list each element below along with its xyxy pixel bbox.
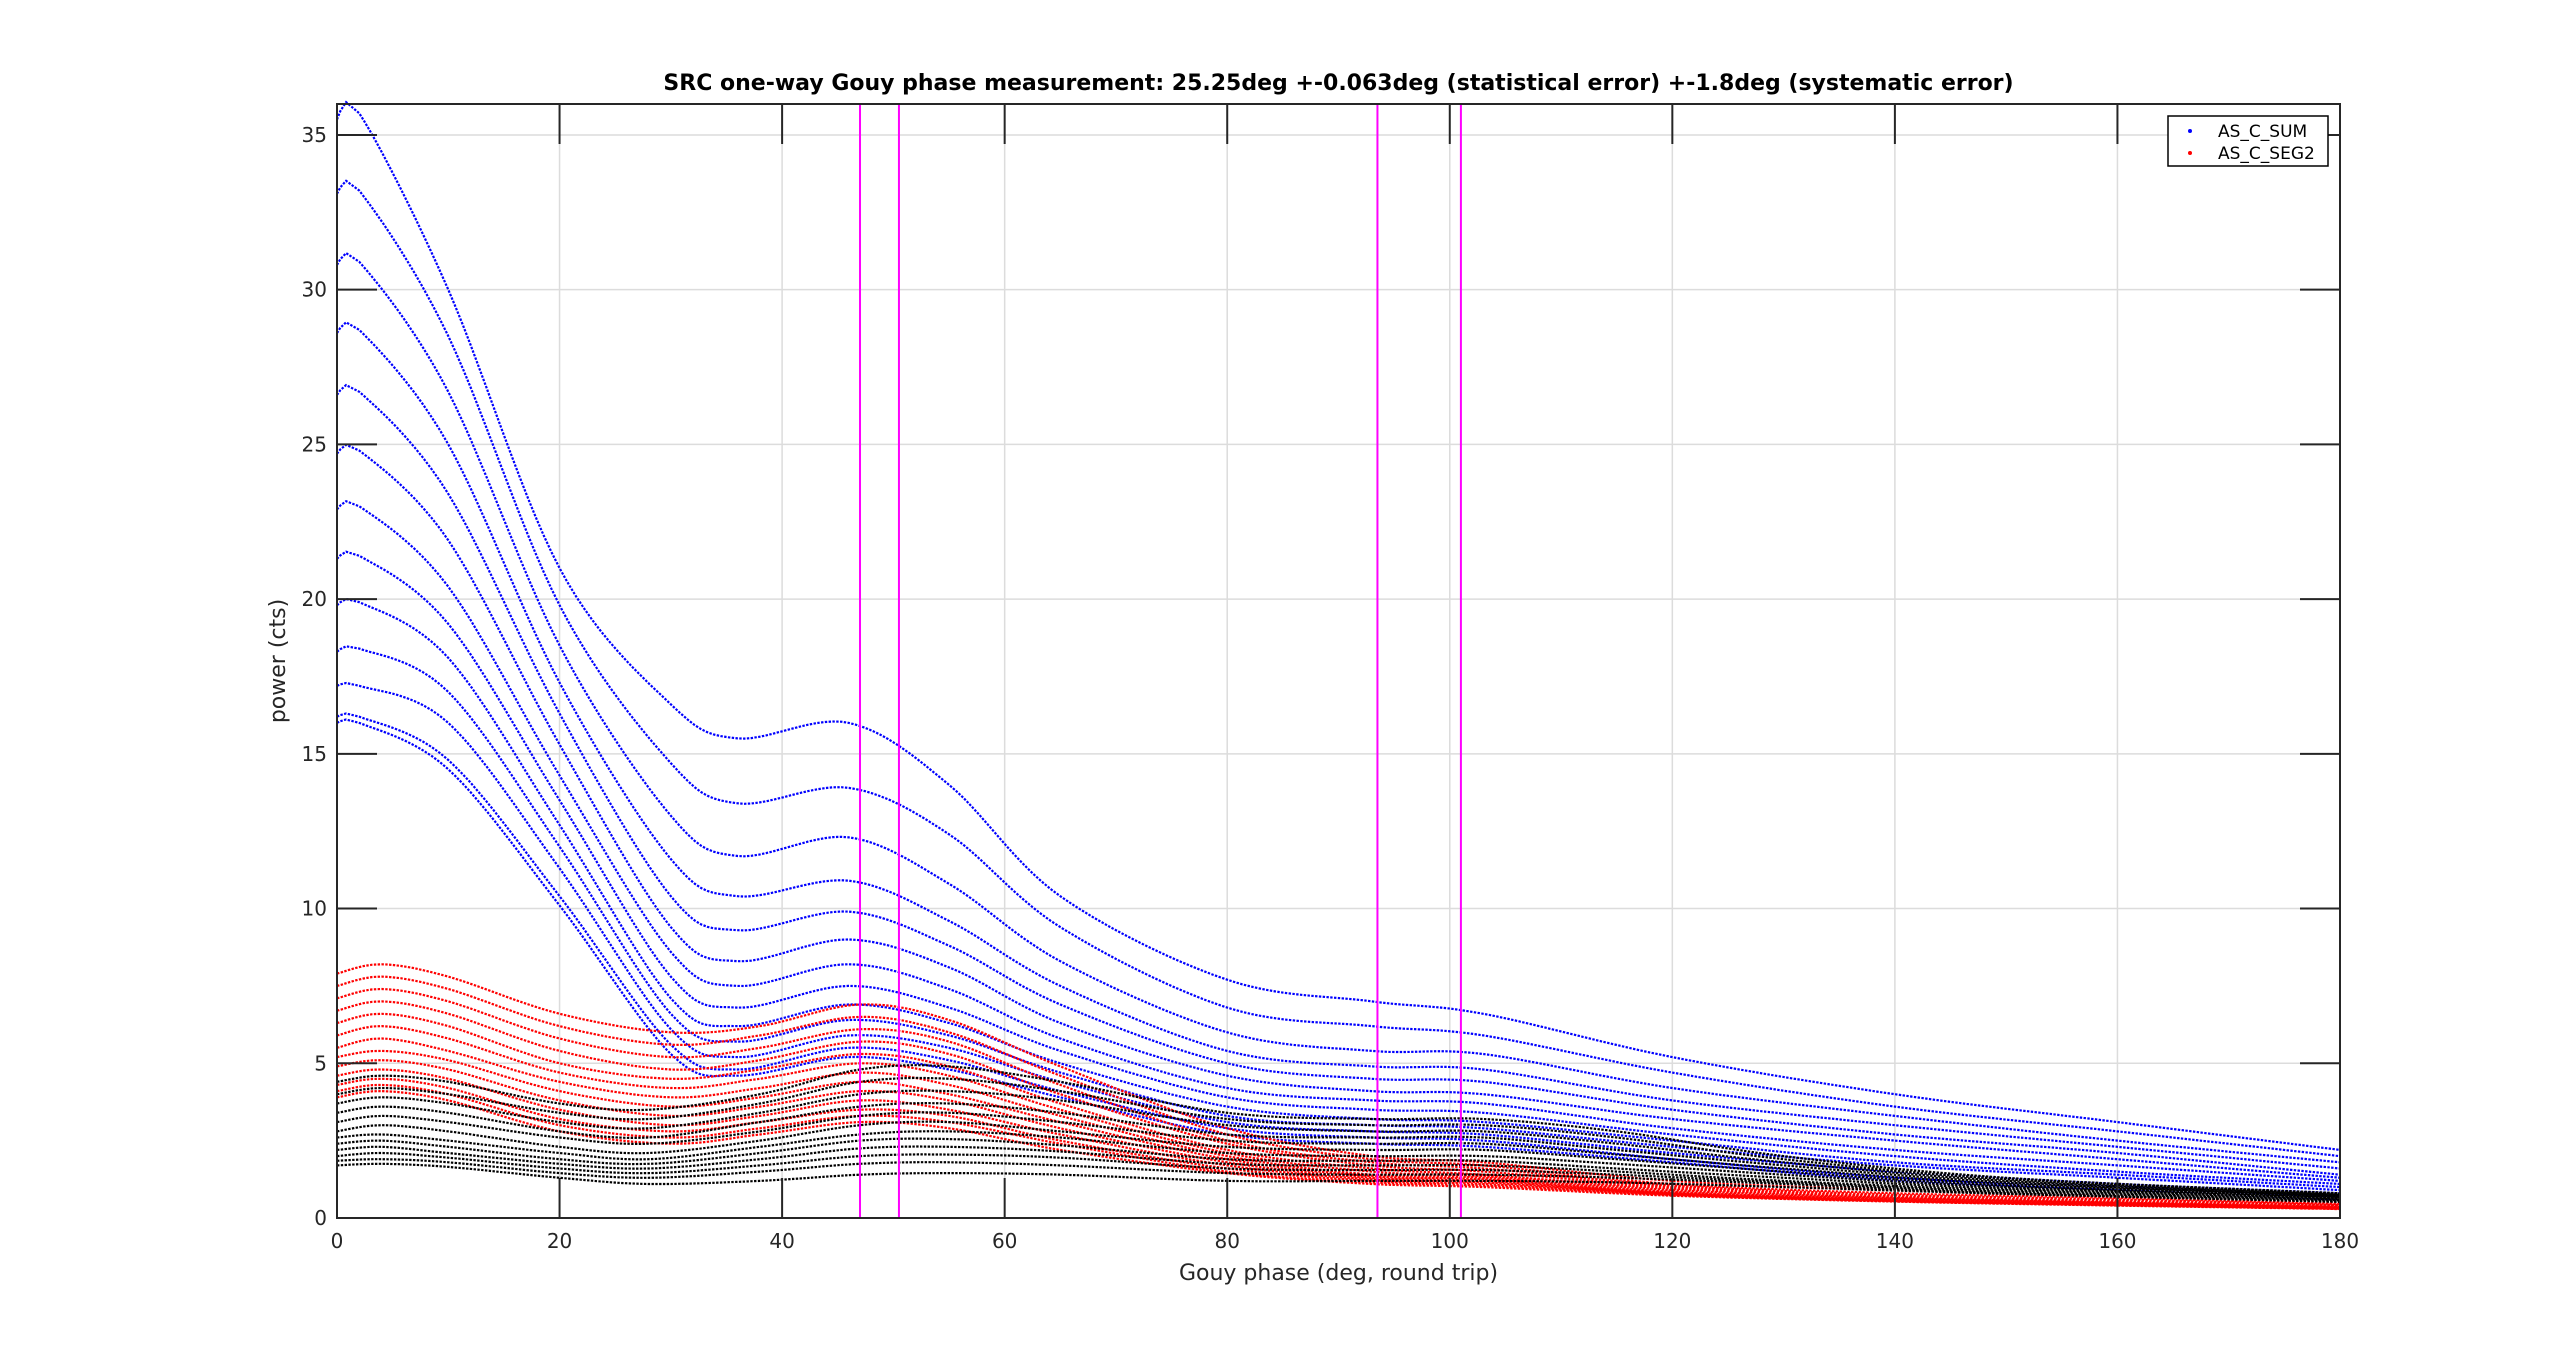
curve-as-c-seg2-0 <box>336 963 2341 1204</box>
curve-reference-11 <box>336 1162 2341 1203</box>
curve-reference-6 <box>336 1130 2341 1199</box>
x-tick-label: 140 <box>1876 1229 1914 1253</box>
y-tick-label: 35 <box>302 123 327 147</box>
curve-as-c-seg2-2 <box>336 987 2341 1207</box>
series-family-as-c-sum <box>335 100 2341 1201</box>
x-tick-label: 20 <box>547 1229 572 1253</box>
axes: 0 20 40 60 80 100 120 140 160 180 0 5 10 15 20 25 30 35 <box>302 103 2359 1253</box>
x-tick-label: 100 <box>1431 1229 1469 1253</box>
curve-as-c-seg2-7 <box>336 1049 2341 1209</box>
curve-reference-4 <box>336 1111 2341 1198</box>
curve-as-c-sum-3 <box>336 320 2341 1170</box>
legend-marker-as-c-sum <box>2188 129 2192 133</box>
curve-reference-1 <box>336 1076 2341 1195</box>
x-tick-label: 120 <box>1653 1229 1691 1253</box>
curve-as-c-sum-0 <box>335 100 2341 1151</box>
axes-box <box>336 103 2341 1219</box>
data-series <box>335 100 2341 1211</box>
curve-reference-10 <box>336 1158 2341 1203</box>
curve-as-c-seg2-5 <box>336 1024 2341 1208</box>
curve-as-c-sum-8 <box>336 597 2341 1189</box>
y-axis-label: power (cts) <box>266 599 291 723</box>
legend-label-as-c-seg2: AS_C_SEG2 <box>2218 144 2315 164</box>
curve-reference-2 <box>336 1089 2341 1196</box>
x-axis-label: Gouy phase (deg, round trip) <box>1179 1261 1498 1286</box>
x-tick-label: 60 <box>992 1229 1017 1253</box>
curve-as-c-sum-1 <box>336 179 2341 1158</box>
legend-entry-as-c-sum: AS_C_SUM <box>2188 122 2307 142</box>
x-tick-label: 180 <box>2321 1229 2359 1253</box>
vertical-markers <box>859 104 1462 1218</box>
y-tick-label: 15 <box>302 742 327 766</box>
curve-reference-8 <box>336 1145 2341 1201</box>
y-tick-label: 5 <box>314 1051 327 1075</box>
y-tick-label: 10 <box>302 897 327 921</box>
curve-as-c-sum-2 <box>336 251 2341 1164</box>
curve-reference-9 <box>336 1151 2341 1202</box>
curve-as-c-seg2-4 <box>336 1012 2340 1208</box>
x-tick-label: 0 <box>331 1229 344 1253</box>
curve-reference-0 <box>336 1064 2341 1195</box>
legend-label-as-c-sum: AS_C_SUM <box>2218 122 2307 142</box>
legend-entry-as-c-seg2: AS_C_SEG2 <box>2188 144 2315 164</box>
curve-as-c-seg2-12 <box>336 1089 2340 1211</box>
x-tick-label: 80 <box>1214 1229 1239 1253</box>
curve-reference-5 <box>336 1120 2341 1199</box>
legend: AS_C_SUM AS_C_SEG2 <box>2167 115 2329 167</box>
x-tick-label: 40 <box>769 1229 794 1253</box>
curve-reference-7 <box>336 1137 2341 1200</box>
legend-box <box>2167 115 2329 167</box>
series-family-reference <box>336 1064 2341 1203</box>
y-tick-label: 20 <box>302 587 327 611</box>
curve-as-c-sum-6 <box>336 499 2341 1182</box>
curve-as-c-sum-5 <box>336 443 2341 1179</box>
curve-as-c-sum-7 <box>336 550 2341 1186</box>
curve-as-c-sum-4 <box>336 383 2341 1176</box>
y-tick-label: 30 <box>302 278 327 302</box>
y-tick-label: 0 <box>314 1206 327 1230</box>
legend-marker-as-c-seg2 <box>2188 151 2192 155</box>
curve-reference-3 <box>336 1101 2341 1197</box>
chart-title: SRC one-way Gouy phase measurement: 25.2… <box>663 71 2013 96</box>
plot-area <box>337 104 2340 1218</box>
x-tick-label: 160 <box>2098 1229 2136 1253</box>
y-tick-label: 25 <box>302 432 327 456</box>
